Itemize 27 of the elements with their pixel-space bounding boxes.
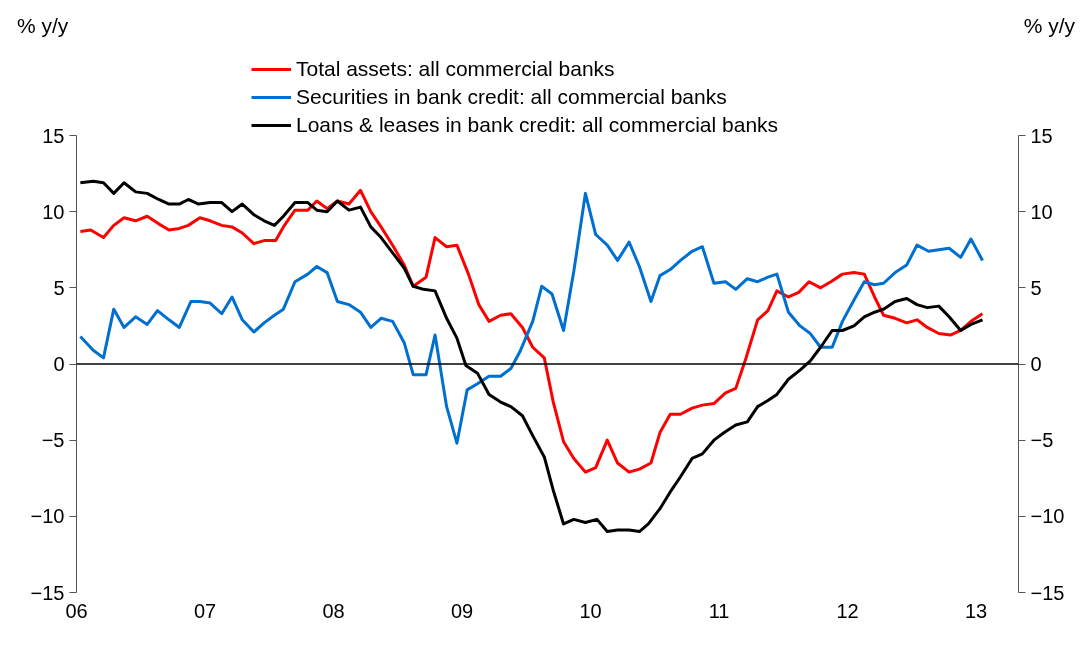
x-tick-label: 10 bbox=[579, 599, 602, 622]
legend-label: Total assets: all commercial banks bbox=[296, 57, 615, 81]
legend-label: Securities in bank credit: all commercial banks bbox=[296, 85, 727, 109]
x-tick-label: 08 bbox=[322, 599, 345, 622]
y2-tick-label: 10 bbox=[1030, 200, 1053, 223]
y-tick-label: −10 bbox=[30, 505, 65, 528]
y2-tick-label: 5 bbox=[1030, 276, 1042, 299]
y-tick-label: 0 bbox=[53, 353, 65, 375]
x-tick-label: 12 bbox=[836, 599, 859, 622]
y2-axis-title: % y/y bbox=[1023, 13, 1075, 39]
y2-tick-label: 0 bbox=[1030, 353, 1042, 375]
y-tick-label: 5 bbox=[53, 276, 65, 299]
x-tick-label: 06 bbox=[65, 599, 88, 622]
legend-label: Loans & leases in bank credit: all commercial banks bbox=[296, 113, 779, 137]
y2-tick-label: −15 bbox=[1030, 581, 1065, 604]
x-tick-label: 09 bbox=[450, 599, 474, 622]
x-tick-label: 11 bbox=[708, 599, 730, 622]
y2-tick-label: −10 bbox=[1030, 505, 1065, 528]
y-tick-label: −15 bbox=[30, 581, 65, 604]
y-tick-label: 15 bbox=[42, 124, 65, 147]
y-axis-title: % y/y bbox=[17, 13, 69, 39]
y-tick-label: 10 bbox=[42, 200, 65, 223]
x-tick-label: 07 bbox=[193, 599, 217, 622]
y2-tick-label: 15 bbox=[1030, 124, 1053, 147]
x-tick-label: 13 bbox=[964, 599, 988, 622]
y2-tick-label: −5 bbox=[1030, 429, 1054, 452]
y-tick-label: −5 bbox=[41, 429, 65, 452]
